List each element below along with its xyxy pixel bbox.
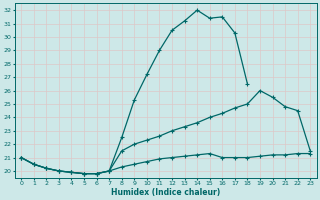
X-axis label: Humidex (Indice chaleur): Humidex (Indice chaleur) bbox=[111, 188, 220, 197]
